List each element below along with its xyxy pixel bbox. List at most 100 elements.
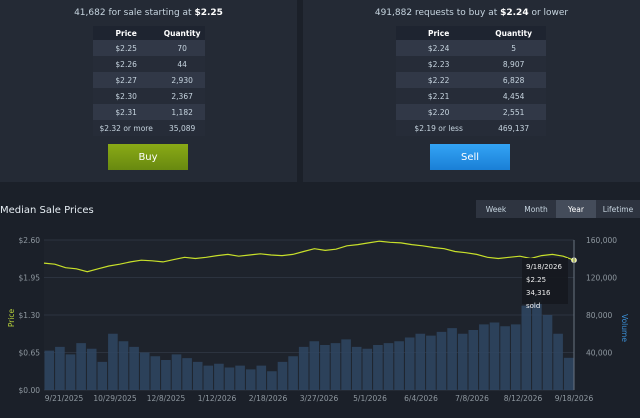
price-series-line [43,240,575,273]
table-row: $2.27 2,930 [93,72,205,88]
x-tick-label: 9/18/2026 [555,394,594,403]
sell-listings-panel: 41,682 for sale starting at $2.25 Price Q… [0,0,297,182]
tooltip-sold: 34,316 sold [526,289,551,310]
volume-bar [532,296,542,390]
x-tick-label: 10/29/2025 [93,394,136,403]
volume-bar [235,365,245,390]
volume-bar [341,339,351,390]
table-row: $2.30 2,367 [93,88,205,104]
buy-orders-summary: 491,882 requests to buy at $2.24 or lowe… [303,8,640,18]
volume-bar [224,367,235,390]
tab-month[interactable]: Month [524,204,548,214]
table-row: $2.21 4,454 [396,88,546,104]
y2-axis-label: Volume [620,314,629,342]
quantity-cell: 2,551 [481,104,546,120]
volume-bar [277,361,288,390]
volume-bar [479,324,489,390]
sell-starting-price: $2.25 [194,8,223,18]
y-tick-label: $0.00 [19,386,41,395]
x-tick-label: 2/18/2026 [249,394,288,403]
volume-bar [362,348,373,390]
volume-bar [394,341,404,390]
sell-button[interactable]: Sell [430,144,510,170]
quantity-cell: 469,137 [481,120,546,136]
sell-listings-summary: 41,682 for sale starting at $2.25 [0,8,297,18]
volume-bar [214,363,224,390]
table-row: $2.23 8,907 [396,56,546,72]
volume-bar [203,365,214,390]
volume-bar [457,333,468,390]
volume-bar [245,369,256,390]
y-tick-label: $1.30 [19,311,41,320]
tab-week[interactable]: Week [485,204,507,214]
column-header-quantity: Quantity [481,26,546,40]
volume-bar [298,346,309,390]
table-header-row: Price Quantity [93,26,205,40]
quantity-cell: 5 [481,40,546,56]
buy-button[interactable]: Buy [108,144,188,170]
tooltip-price: $2.25 [526,276,547,284]
x-tick-label: 12/8/2025 [147,394,186,403]
volume-bar [76,343,86,390]
volume-bar [256,365,267,390]
quantity-cell: 8,907 [481,56,546,72]
tab-year[interactable]: Year [556,200,596,218]
buy-top-price: $2.24 [500,8,529,18]
volume-bar [510,324,521,390]
volume-bar [161,360,171,390]
table-row: $2.32 or more 35,089 [93,120,205,136]
price-cell: $2.30 [93,88,160,104]
quantity-cell: 44 [159,56,205,72]
volume-bar [86,348,97,390]
volume-bar [118,341,129,390]
price-cell: $2.19 or less [396,120,482,136]
price-cell: $2.25 [93,40,160,56]
price-cell: $2.21 [396,88,482,104]
y2-tick-label: 160,000 [586,236,617,245]
buy-count: 491,882 [374,8,413,18]
sell-summary-text: for sale starting at [105,8,195,18]
volume-bar [447,328,457,390]
volume-bar [139,352,150,390]
volume-bar [351,346,362,390]
volume-bar [542,315,553,390]
volume-bar [65,354,76,390]
volume-bar [383,343,394,390]
price-cell: $2.32 or more [93,120,160,136]
price-cell: $2.20 [396,104,482,120]
x-tick-label: 5/1/2026 [353,394,387,403]
volume-bar [563,357,574,390]
table-row: $2.26 44 [93,56,205,72]
time-range-tabs: Week Month Year Lifetime [476,200,640,218]
volume-bar [330,343,341,390]
volume-bar [150,356,161,390]
volume-bar [44,350,55,390]
volume-bar [288,356,298,390]
volume-bar [404,337,415,390]
tab-lifetime[interactable]: Lifetime [602,204,634,214]
volume-bar [129,346,139,390]
quantity-cell: 4,454 [481,88,546,104]
volume-bar [192,361,203,390]
volume-bar [426,335,436,390]
price-cell: $2.22 [396,72,482,88]
volume-bar [97,361,108,390]
y2-tick-label: 80,000 [586,311,612,320]
volume-bar [489,322,500,390]
volume-bar [521,305,532,390]
volume-bar [415,333,426,390]
quantity-cell: 6,828 [481,72,546,88]
quantity-cell: 70 [159,40,205,56]
sell-order-table: Price Quantity $2.25 70 $2.26 44 $2.27 2,930 $2.… [93,26,205,136]
x-tick-label: 9/21/2025 [45,394,84,403]
price-cell: $2.24 [396,40,482,56]
table-row: $2.19 or less 469,137 [396,120,546,136]
quantity-cell: 35,089 [159,120,205,136]
volume-bar [373,345,383,390]
y2-tick-label: 120,000 [586,274,617,283]
table-row: $2.25 70 [93,40,205,56]
y-axis-label: Price [7,308,16,327]
chart-tooltip: 9/18/2026 $2.25 34,316 sold [522,258,568,310]
volume-bar [309,341,320,390]
y-tick-label: $0.65 [19,349,41,358]
